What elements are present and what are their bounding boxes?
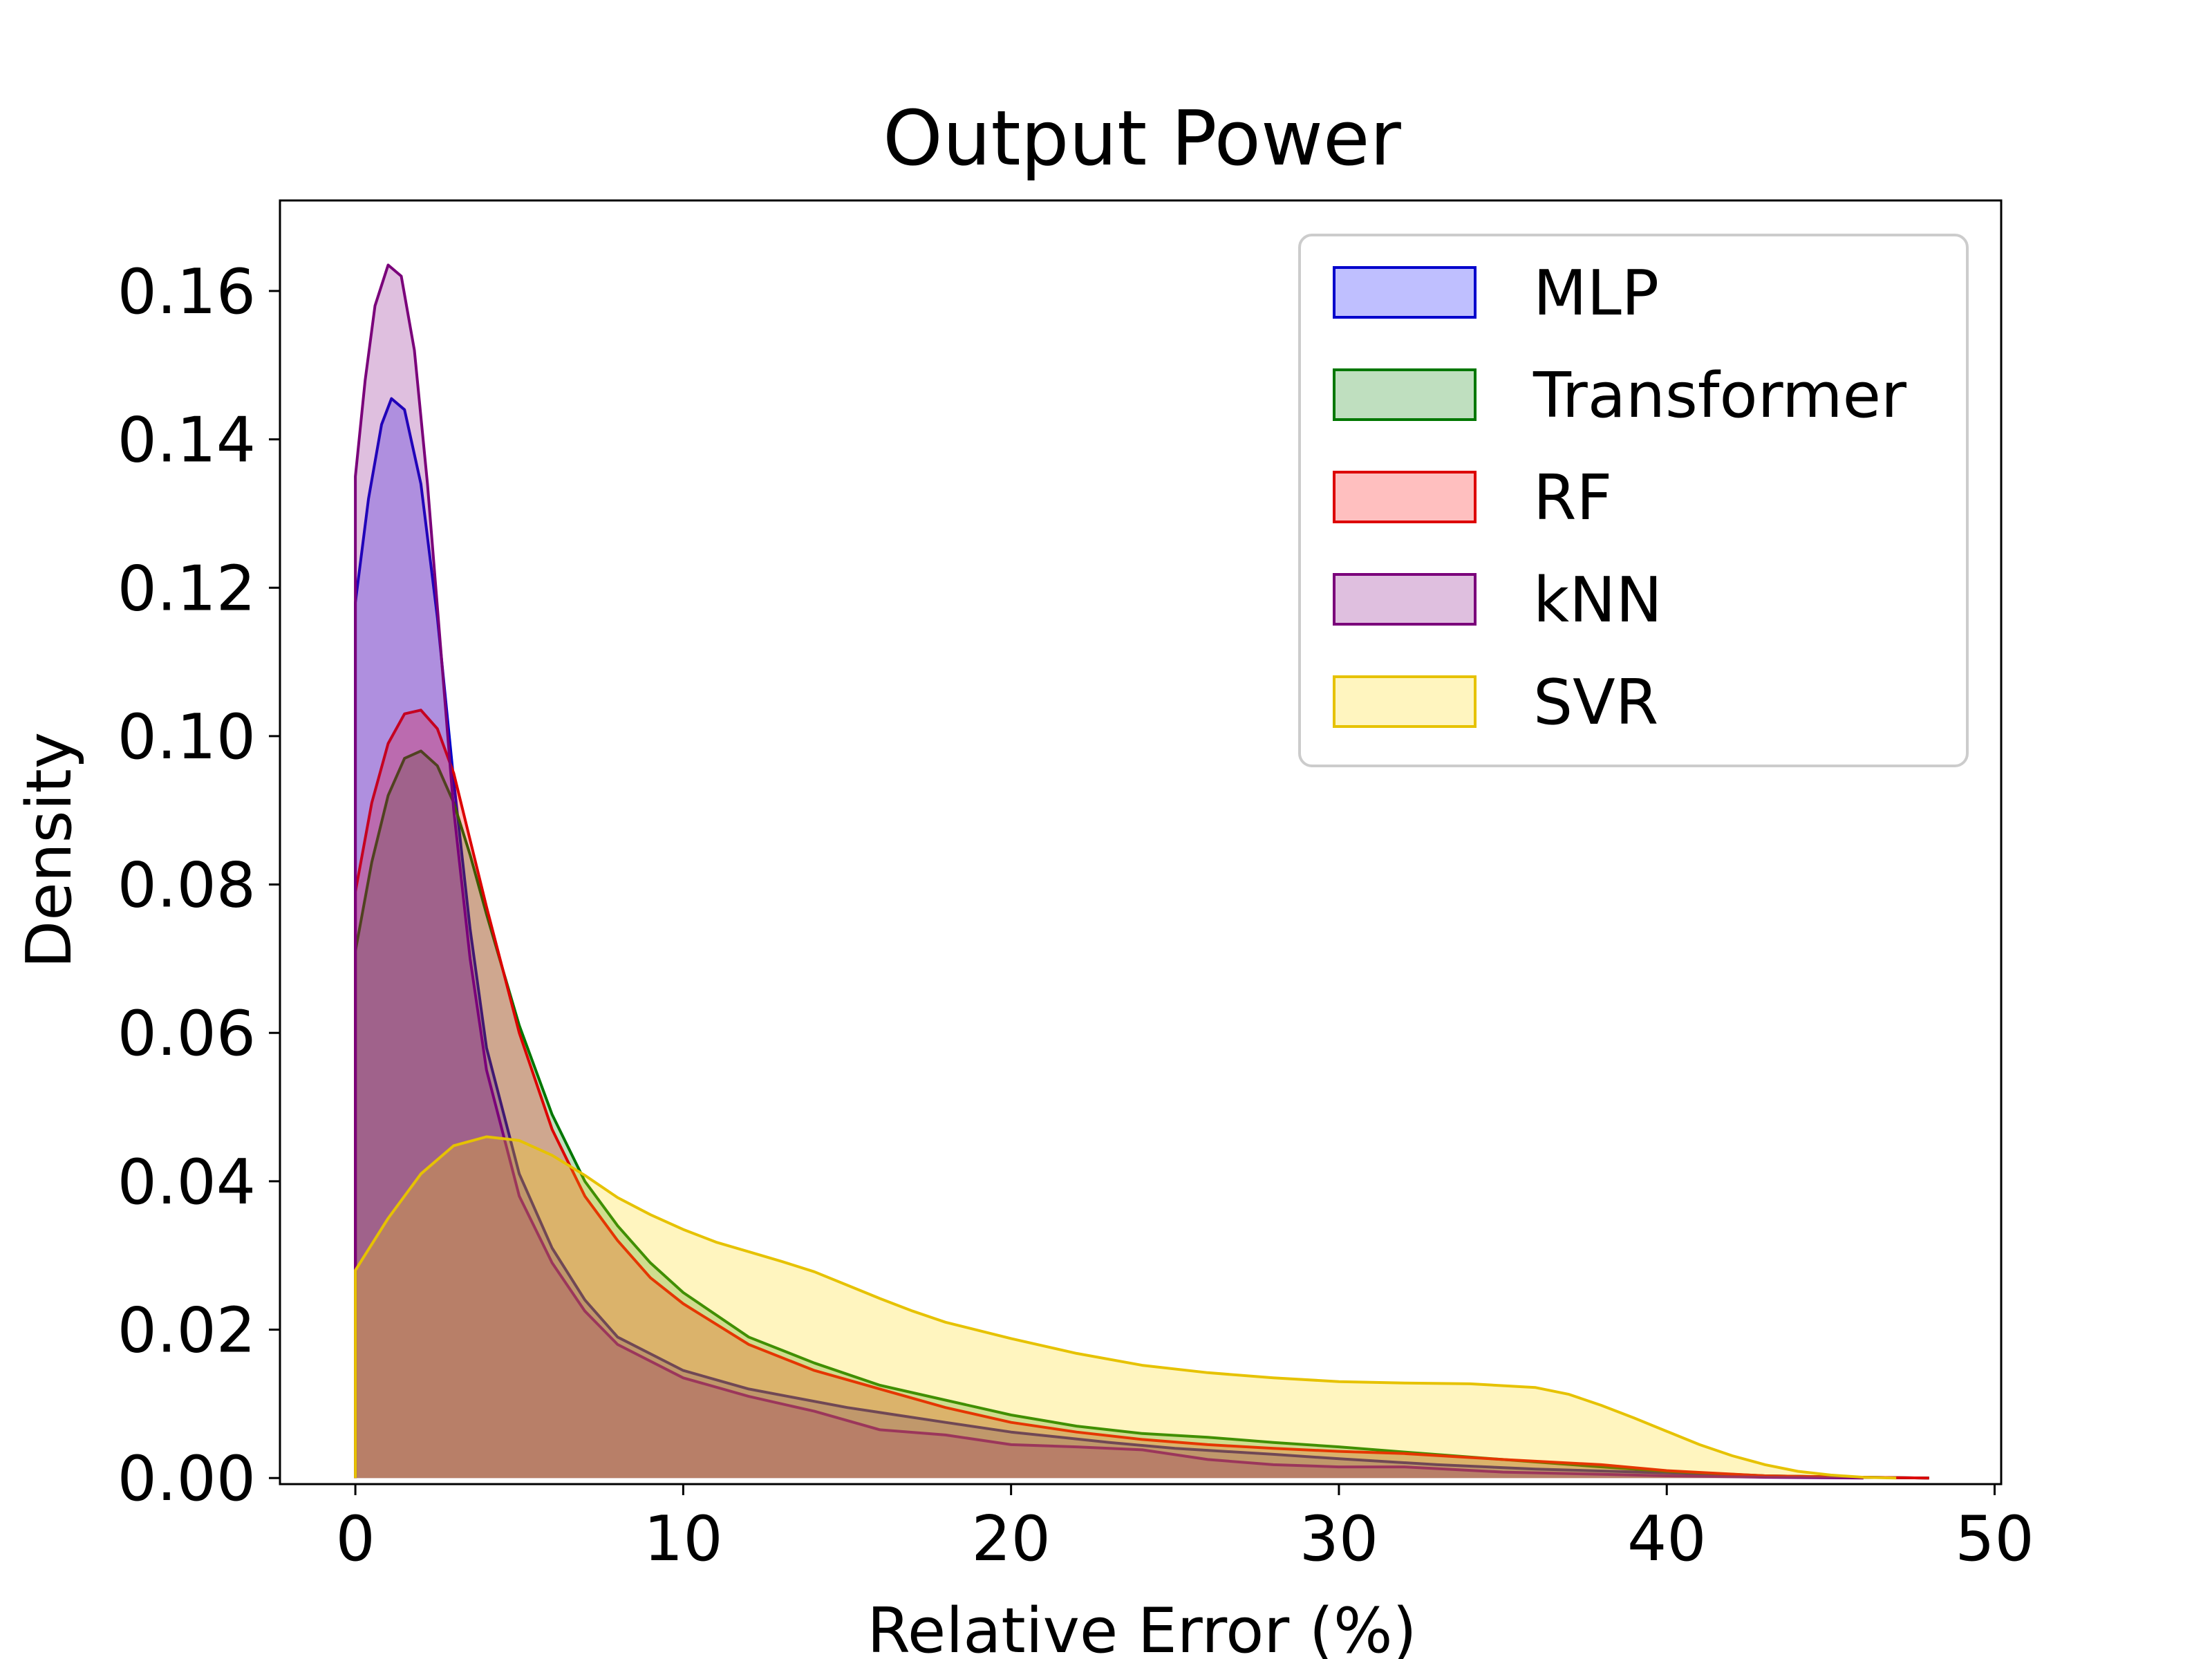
x-axis-label: Relative Error (%) <box>867 1595 1416 1659</box>
density-line-knn <box>354 263 1864 1480</box>
y-axis-ticks: 0.00 0.02 0.04 0.06 0.08 0.10 0.12 0.14 0.16 <box>118 256 280 1515</box>
legend: MLP Transformer RF kNN SVR <box>1298 234 1969 767</box>
density-area-transformer <box>355 751 1929 1479</box>
x-axis-ticks: 0 10 20 30 40 50 <box>335 1484 2034 1575</box>
legend-swatch-knn <box>1333 573 1477 626</box>
density-line-svr <box>354 1135 1897 1480</box>
y-tick-label: 0.14 <box>118 404 256 477</box>
axes-frame <box>279 199 2003 1485</box>
y-axis-label: Density <box>13 732 86 968</box>
y-tick-label: 0.08 <box>118 850 256 922</box>
legend-swatch-mlp <box>1333 266 1477 319</box>
y-tick-label: 0.02 <box>118 1295 256 1367</box>
density-line-rf <box>354 709 1929 1480</box>
legend-label-knn: kNN <box>1533 564 1662 637</box>
y-tick-label: 0.04 <box>118 1146 256 1219</box>
legend-label-svr: SVR <box>1533 666 1658 739</box>
series-layer <box>354 263 1929 1480</box>
y-tick-label: 0.00 <box>118 1443 256 1515</box>
legend-label-transformer: Transformer <box>1533 359 1906 432</box>
legend-items: MLP Transformer RF kNN SVR <box>1333 257 1906 739</box>
x-tick-label: 10 <box>644 1503 723 1575</box>
y-tick-label: 0.06 <box>118 997 256 1070</box>
density-area-knn <box>355 265 1864 1479</box>
x-tick-label: 50 <box>1955 1503 2034 1575</box>
y-tick-label: 0.12 <box>118 552 256 625</box>
chart-title: Output Power <box>883 94 1401 182</box>
legend-frame <box>1298 234 1969 767</box>
legend-label-rf: RF <box>1533 462 1612 534</box>
x-tick-label: 20 <box>971 1503 1051 1575</box>
density-area-svr <box>355 1136 1897 1479</box>
legend-swatch-transformer <box>1333 368 1477 421</box>
legend-label-mlp: MLP <box>1533 257 1659 330</box>
y-tick-label: 0.10 <box>118 701 256 774</box>
density-area-mlp <box>355 398 1929 1479</box>
density-line-mlp <box>354 397 1929 1480</box>
x-tick-label: 0 <box>335 1503 375 1575</box>
x-tick-label: 40 <box>1627 1503 1707 1575</box>
legend-swatch-rf <box>1333 471 1477 523</box>
x-tick-label: 30 <box>1300 1503 1379 1575</box>
y-tick-label: 0.16 <box>118 256 256 328</box>
legend-swatch-svr <box>1333 675 1477 728</box>
density-area-rf <box>355 710 1929 1479</box>
